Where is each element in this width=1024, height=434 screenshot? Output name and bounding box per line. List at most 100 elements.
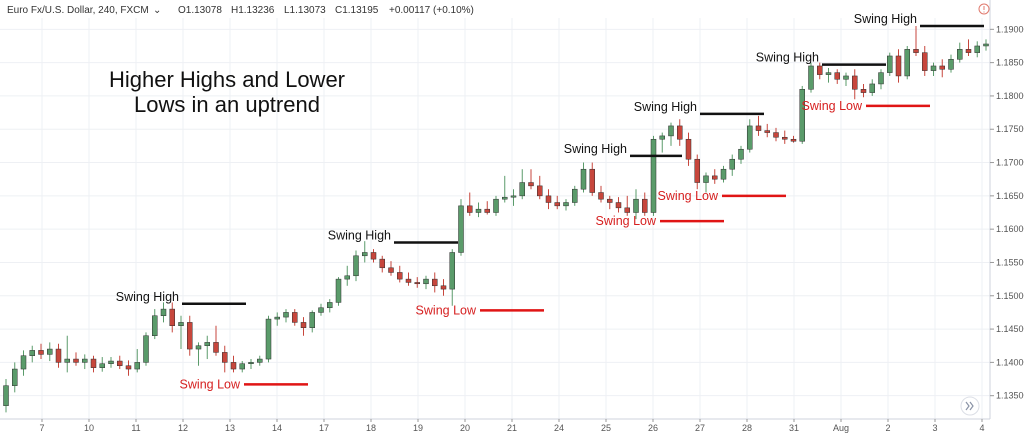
ohlc-low: L1.13073 bbox=[284, 5, 326, 16]
candle-body bbox=[598, 192, 604, 200]
time-tick-label: 13 bbox=[225, 423, 235, 433]
candle-body bbox=[257, 358, 263, 363]
candle-body bbox=[887, 55, 893, 73]
candle-body bbox=[502, 196, 508, 200]
candle-body bbox=[554, 202, 560, 207]
swing-high-label: Swing High bbox=[756, 51, 819, 65]
candle-body bbox=[607, 198, 613, 203]
candle-body bbox=[545, 195, 552, 203]
candle-body bbox=[344, 275, 350, 280]
candle-body bbox=[878, 72, 884, 85]
candle-body bbox=[117, 360, 123, 366]
candle-body bbox=[939, 65, 945, 70]
swing-high-label: Swing High bbox=[116, 290, 179, 304]
candle-body bbox=[957, 49, 963, 60]
candle-body bbox=[414, 282, 420, 285]
price-axis: 1.13500 1.14000 1.14500 1.15000 1.15500 1.160… bbox=[989, 0, 1024, 419]
candle-body bbox=[615, 202, 622, 209]
candle-body bbox=[773, 132, 779, 138]
time-axis: 7 10 11 12 13 14 17 18 19 20 21 24 25 26 27 28 31 Aug 2 3 4 bbox=[0, 418, 990, 433]
price-tick-label: 1.17500 bbox=[996, 124, 1024, 134]
candle-body bbox=[685, 138, 692, 160]
candle-body bbox=[370, 252, 377, 260]
candle-body bbox=[519, 182, 525, 197]
candle-body bbox=[624, 207, 630, 213]
swing-high-label: Swing High bbox=[564, 142, 627, 156]
price-tick-label: 1.16000 bbox=[996, 224, 1024, 234]
candles-group bbox=[3, 25, 989, 413]
time-tick-label: 7 bbox=[39, 423, 44, 433]
time-tick-label: 11 bbox=[131, 423, 140, 433]
candle-body bbox=[362, 252, 368, 257]
candle-body bbox=[694, 158, 700, 183]
chevron-down-icon[interactable]: ⌄ bbox=[153, 5, 161, 16]
candle-body bbox=[379, 258, 385, 269]
candle-body bbox=[983, 43, 989, 47]
price-tick-label: 1.15500 bbox=[996, 257, 1024, 267]
alert-circle-icon[interactable] bbox=[978, 3, 990, 15]
candle-body bbox=[633, 198, 639, 213]
time-tick-label: 31 bbox=[789, 423, 799, 433]
time-tick-label: 28 bbox=[742, 423, 752, 433]
ohlc-high: H1.13236 bbox=[231, 5, 275, 16]
candle-body bbox=[860, 89, 867, 93]
candle-body bbox=[397, 272, 403, 280]
candle-body bbox=[659, 135, 665, 140]
candle-body bbox=[965, 49, 972, 53]
candle-body bbox=[650, 138, 657, 213]
candle-body bbox=[195, 345, 202, 350]
time-tick-label: 18 bbox=[366, 423, 376, 433]
candle-body bbox=[222, 352, 228, 363]
candle-body bbox=[458, 205, 464, 253]
price-tick-label: 1.15000 bbox=[996, 291, 1024, 301]
candle-body bbox=[134, 362, 140, 370]
candle-body bbox=[178, 322, 184, 326]
candle-body bbox=[799, 89, 805, 142]
candle-body bbox=[764, 130, 770, 133]
price-tick-label: 1.18000 bbox=[996, 91, 1024, 101]
price-tick-label: 1.18500 bbox=[996, 58, 1024, 68]
candle-body bbox=[720, 168, 727, 180]
chart-title-line-2: Lows in an uptrend bbox=[134, 92, 320, 117]
candle-body bbox=[913, 49, 919, 53]
time-tick-label: 14 bbox=[272, 423, 282, 433]
candle-body bbox=[790, 138, 797, 142]
candle-body bbox=[843, 75, 849, 80]
candle-body bbox=[904, 49, 910, 77]
candle-body bbox=[38, 350, 44, 355]
candle-body bbox=[440, 285, 447, 290]
candle-body bbox=[423, 278, 429, 285]
candle-body bbox=[974, 45, 980, 53]
candle-body bbox=[930, 65, 937, 71]
candle-body bbox=[160, 308, 167, 317]
candle-body bbox=[869, 83, 875, 93]
candle-body bbox=[187, 322, 193, 350]
time-tick-label: 21 bbox=[507, 423, 517, 433]
candle-body bbox=[467, 205, 473, 213]
candle-body bbox=[64, 358, 70, 363]
price-tick-label: 1.16500 bbox=[996, 191, 1024, 201]
candle-body bbox=[922, 52, 928, 71]
swing-high-label: Swing High bbox=[854, 12, 917, 26]
candle-body bbox=[475, 208, 482, 213]
symbol-info[interactable]: Euro Fx/U.S. Dollar, 240, FXCM bbox=[7, 5, 149, 16]
chart-title-line-1: Higher Highs and Lower bbox=[109, 67, 345, 92]
candle-body bbox=[108, 360, 114, 364]
candle-body bbox=[834, 72, 840, 80]
swing-low-label: Swing Low bbox=[596, 214, 657, 228]
swing-low-label: Swing Low bbox=[658, 189, 719, 203]
candle-body bbox=[484, 208, 490, 213]
swing-low-label: Swing Low bbox=[802, 99, 863, 113]
candle-body bbox=[248, 362, 254, 364]
price-tick-label: 1.19000 bbox=[996, 24, 1024, 34]
candle-body bbox=[292, 312, 298, 323]
time-tick-label: 19 bbox=[413, 423, 423, 433]
candle-body bbox=[90, 358, 97, 368]
double-chevron-right-icon[interactable] bbox=[960, 396, 980, 416]
candle-body bbox=[537, 185, 543, 197]
candle-body bbox=[82, 358, 88, 363]
candle-body bbox=[309, 312, 315, 328]
time-tick-label: 26 bbox=[648, 423, 658, 433]
